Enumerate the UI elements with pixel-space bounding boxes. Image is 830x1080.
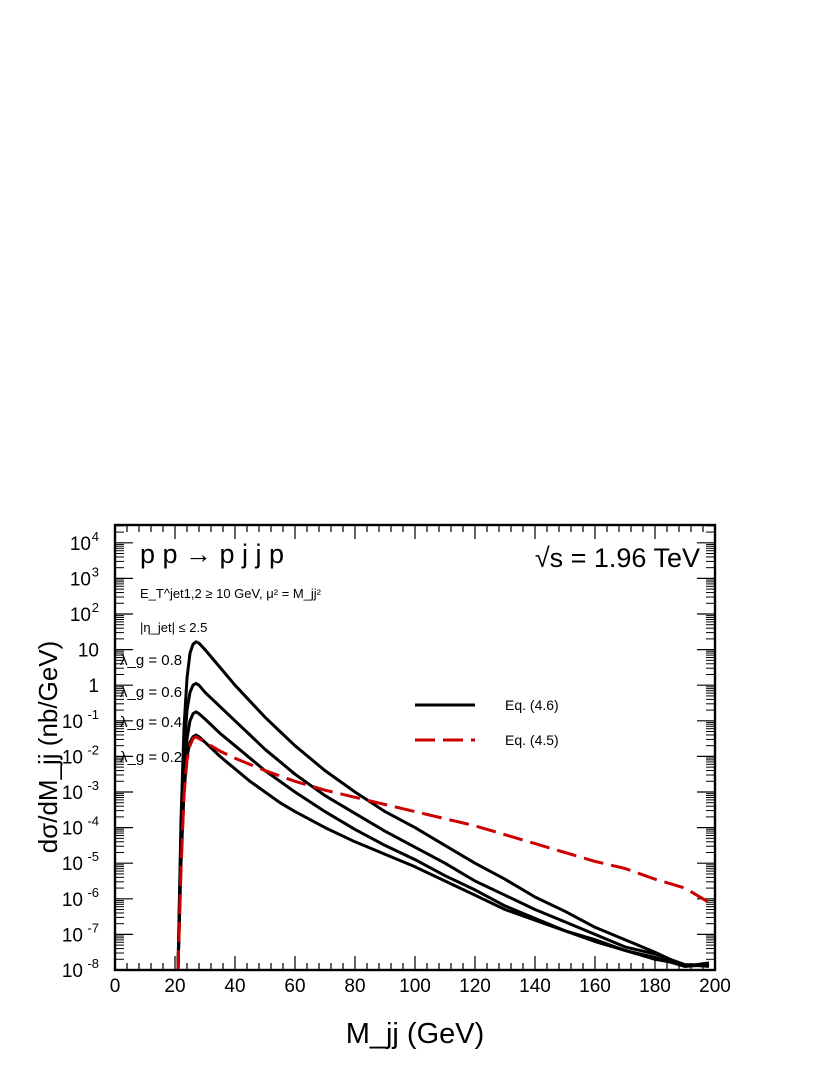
x-tick-label: 180 [639, 976, 671, 997]
x-tick-label: 160 [579, 976, 611, 997]
curve-label: λ_g = 0.4 [120, 714, 182, 731]
series-line-1 [176, 681, 710, 971]
y-tick-label: 10 [78, 641, 99, 662]
curve-label: λ_g = 0.8 [120, 652, 182, 669]
series-line-0 [176, 640, 710, 971]
y-tick-exponent: -4 [87, 814, 99, 829]
process-label: p p → p j j p [140, 539, 284, 569]
series-line-3 [176, 733, 710, 971]
y-tick-exponent: -6 [87, 885, 99, 900]
y-tick-label: 10 [62, 783, 83, 804]
y-tick-exponent: -1 [87, 707, 99, 722]
x-tick-label: 40 [224, 976, 245, 997]
plot-frame [113, 523, 717, 972]
legend: Eq. (4.6) Eq. (4.5) [415, 697, 559, 748]
cut-et-label: E_T^jet1,2 ≥ 10 GeV, μ² = M_jj² [140, 586, 322, 601]
y-tick-label: 10 [62, 712, 83, 733]
y-tick-label: 10 [62, 890, 83, 911]
x-tick-label: 120 [459, 976, 491, 997]
curve-label: λ_g = 0.2 [120, 749, 182, 766]
y-tick-exponent: 3 [92, 564, 99, 579]
x-tick-labels: 0 20 40 60 80 100 120 140 160 180 200 [110, 976, 731, 997]
y-axis-label: dσ/dM_jj (nb/GeV) [33, 641, 63, 854]
series-line-2 [176, 710, 709, 971]
energy-label: √s = 1.96 TeV [535, 543, 700, 573]
x-axis-label: M_jj (GeV) [346, 1018, 485, 1050]
y-tick-exponent: -5 [87, 849, 99, 864]
y-tick-label: 10 [62, 747, 83, 768]
x-tick-label: 200 [699, 976, 731, 997]
x-tick-label: 100 [399, 976, 431, 997]
y-tick-exponent: -2 [87, 742, 99, 757]
y-tick-exponent: 2 [92, 600, 99, 615]
y-tick-exponent: -8 [87, 956, 99, 971]
y-tick-exponent: -7 [87, 920, 99, 935]
y-tick-label: 10 [70, 569, 91, 590]
legend-label-eq46: Eq. (4.6) [505, 697, 559, 713]
curve-label: λ_g = 0.6 [120, 684, 182, 701]
x-tick-label: 20 [164, 976, 185, 997]
y-tick-label: 1 [88, 676, 99, 697]
y-tick-label: 10 [62, 961, 83, 982]
y-tick-label: 10 [70, 605, 91, 626]
y-tick-exponent: -3 [87, 778, 99, 793]
curve-labels: λ_g = 0.8 λ_g = 0.6 λ_g = 0.4 λ_g = 0.2 [120, 652, 182, 766]
x-tick-label: 0 [110, 976, 121, 997]
y-tick-label: 10 [62, 854, 83, 875]
x-tick-label: 60 [284, 976, 305, 997]
y-tick-label: 10 [70, 534, 91, 555]
series-line-4 [176, 735, 710, 971]
curves [176, 640, 710, 971]
y-tick-exponent: 4 [92, 529, 99, 544]
y-tick-label: 10 [62, 925, 83, 946]
cut-eta-label: |η_jet| ≤ 2.5 [140, 620, 207, 635]
x-tick-label: 80 [344, 976, 365, 997]
y-tick-label: 10 [62, 819, 83, 840]
legend-label-eq45: Eq. (4.5) [505, 732, 559, 748]
x-tick-label: 140 [519, 976, 551, 997]
